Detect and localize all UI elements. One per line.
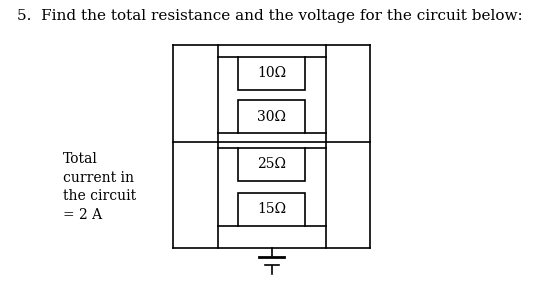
Bar: [238, 148, 306, 181]
Text: 10Ω: 10Ω: [257, 66, 286, 80]
Text: 5.  Find the total resistance and the voltage for the circuit below:: 5. Find the total resistance and the vol…: [17, 9, 522, 23]
Bar: [238, 100, 306, 133]
Text: 30Ω: 30Ω: [257, 110, 286, 124]
Text: 15Ω: 15Ω: [257, 202, 286, 216]
Bar: [238, 57, 306, 90]
Bar: [238, 193, 306, 226]
Text: 25Ω: 25Ω: [257, 157, 286, 172]
Text: Total
current in
the circuit
= 2 A: Total current in the circuit = 2 A: [63, 152, 136, 221]
